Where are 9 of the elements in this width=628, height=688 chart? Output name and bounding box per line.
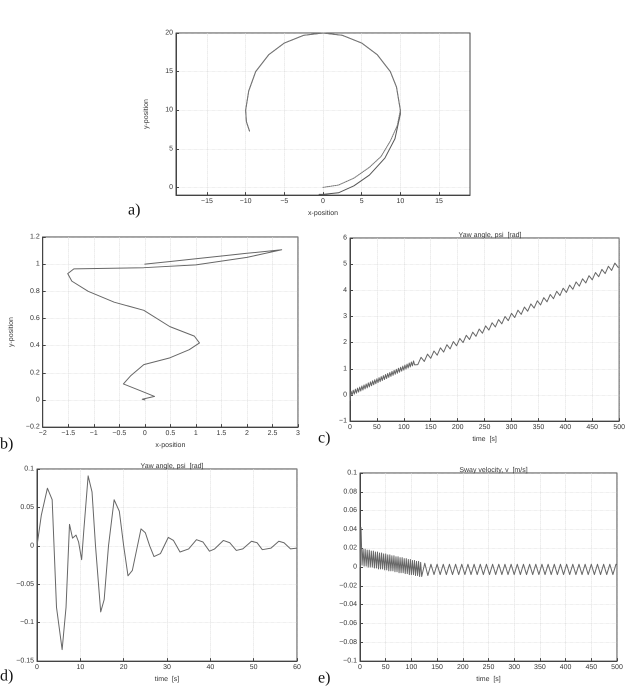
- text: c): [318, 430, 330, 446]
- text: d): [0, 668, 14, 684]
- text: b): [0, 436, 14, 452]
- text: e): [318, 670, 330, 686]
- line-series: [36, 475, 298, 650]
- line-series: [360, 527, 616, 577]
- text: a): [128, 202, 140, 218]
- line-series: [350, 262, 619, 401]
- line-series: [67, 249, 282, 400]
